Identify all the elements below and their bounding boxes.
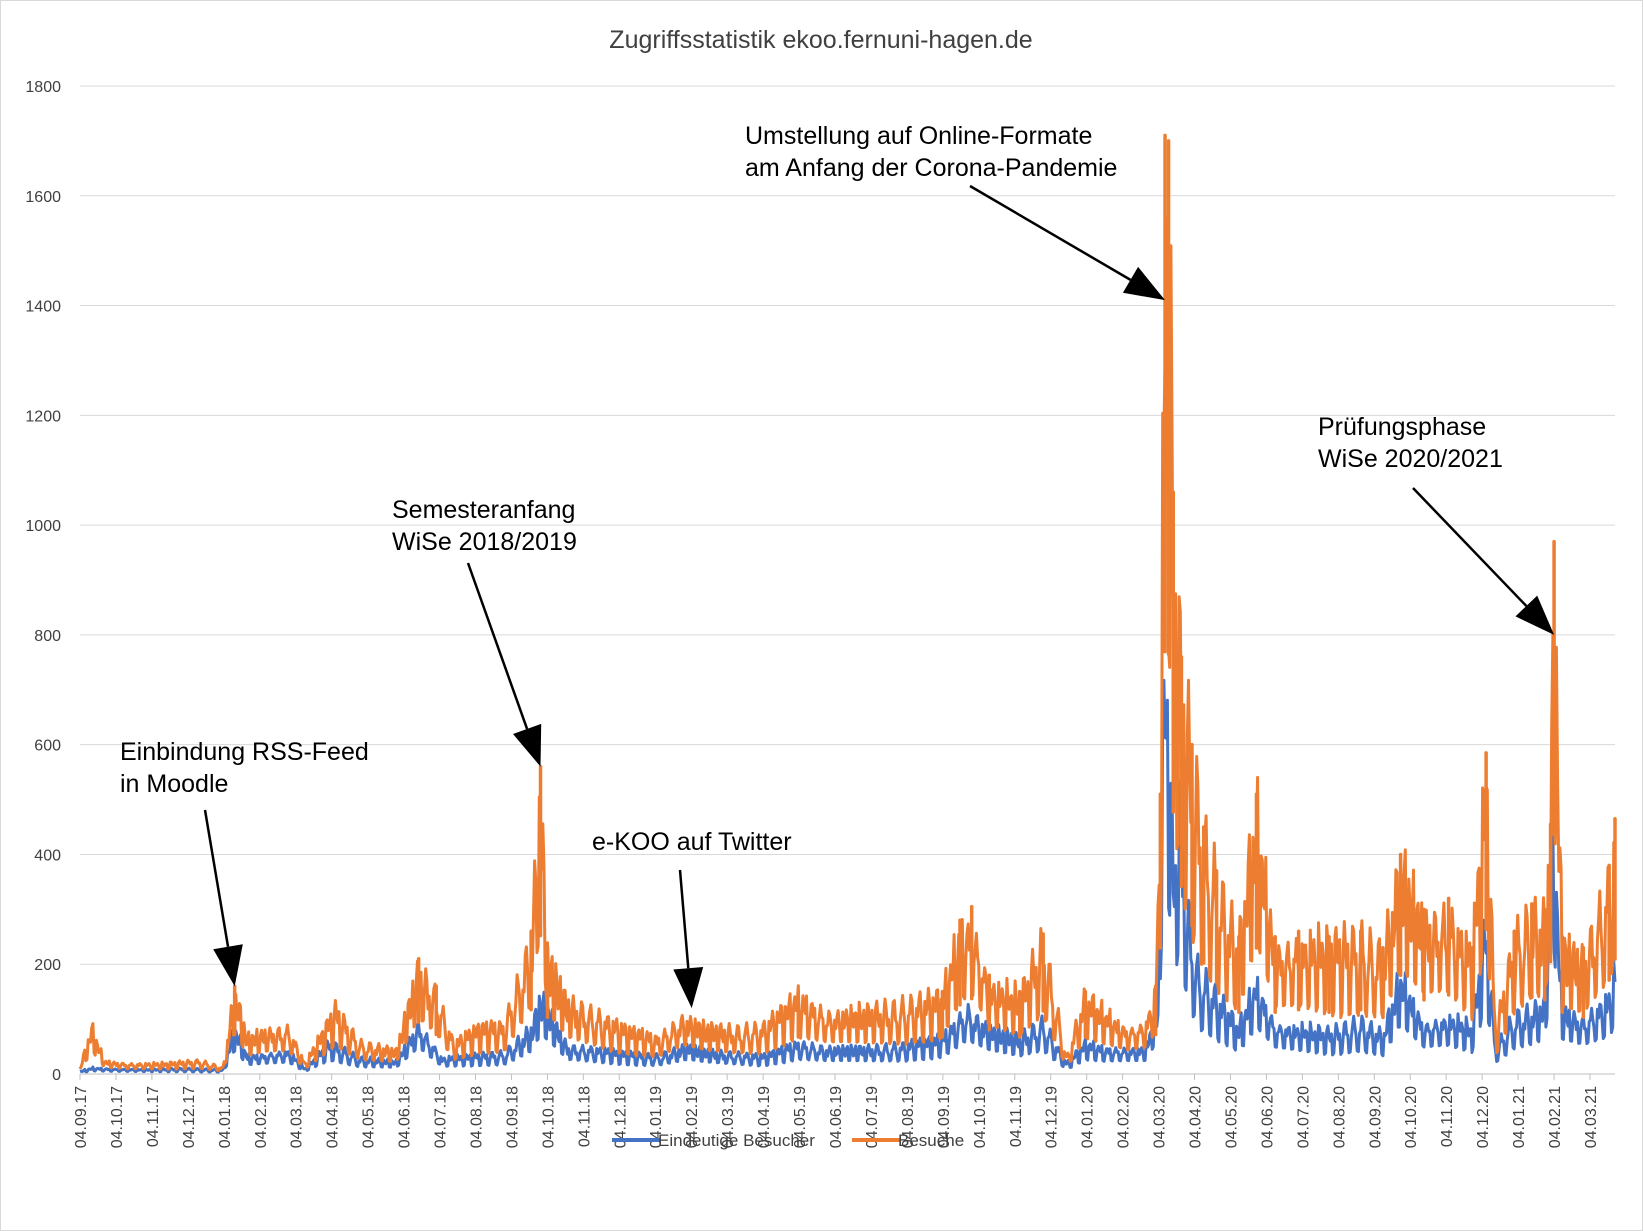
legend-label: Besuche bbox=[898, 1131, 964, 1150]
x-tick-label: 04.07.20 bbox=[1295, 1086, 1312, 1148]
x-tick-label: 04.12.17 bbox=[181, 1086, 198, 1148]
annotation-arrow-shaft bbox=[969, 184, 1132, 281]
x-tick-label: 04.08.18 bbox=[468, 1086, 485, 1148]
y-tick-label: 1800 bbox=[25, 79, 61, 96]
x-tick-label: 04.03.21 bbox=[1583, 1086, 1600, 1148]
x-tick-label: 04.04.19 bbox=[756, 1086, 773, 1148]
x-tick-label: 04.05.18 bbox=[361, 1086, 378, 1148]
x-tick-label: 04.10.18 bbox=[540, 1086, 557, 1148]
y-tick-label: 400 bbox=[34, 847, 61, 864]
x-tick-label: 04.07.19 bbox=[864, 1086, 881, 1148]
x-axis: 04.09.17 04.10.17 04.11.17 04.12.17 04.01.18… bbox=[73, 1074, 1600, 1148]
annotation-arrow-shaft bbox=[1412, 487, 1528, 607]
y-tick-label: 1000 bbox=[25, 518, 61, 535]
x-tick-label: 04.11.18 bbox=[576, 1086, 593, 1147]
x-tick-label: 04.11.17 bbox=[145, 1086, 162, 1147]
x-tick-label: 04.08.20 bbox=[1331, 1086, 1348, 1148]
x-tick-label: 04.05.19 bbox=[792, 1086, 809, 1148]
x-tick-label: 04.06.19 bbox=[828, 1086, 845, 1148]
x-tick-label: 04.11.19 bbox=[1008, 1086, 1025, 1147]
series-line bbox=[78, 216, 1617, 1072]
x-tick-label: 04.03.18 bbox=[289, 1086, 306, 1148]
y-axis: 0 200 400 600 800 1000 1200 1400 1600 1800 bbox=[25, 79, 61, 1084]
x-tick-label: 04.01.19 bbox=[648, 1086, 665, 1148]
x-tick-label: 04.03.20 bbox=[1152, 1086, 1169, 1148]
x-tick-label: 04.10.19 bbox=[972, 1086, 989, 1148]
annotations: Einbindung RSS-Feed in Moodle Semesteranfa… bbox=[120, 122, 1555, 1009]
x-tick-label: 04.01.18 bbox=[217, 1086, 234, 1148]
x-tick-label: 04.09.20 bbox=[1367, 1086, 1384, 1148]
x-tick-label: 04.07.18 bbox=[433, 1086, 450, 1148]
annotation-arrow-head bbox=[513, 723, 542, 767]
annotation-text: am Anfang der Corona-Pandemie bbox=[745, 154, 1117, 182]
annotation-arrow-head bbox=[213, 944, 243, 987]
x-tick-label: 04.01.21 bbox=[1511, 1086, 1528, 1148]
annotation-text: e-KOO auf Twitter bbox=[592, 828, 792, 856]
annotation-text: WiSe 2018/2019 bbox=[392, 528, 577, 556]
x-tick-label: 04.03.19 bbox=[720, 1086, 737, 1148]
annotation-text: Semesteranfang bbox=[392, 496, 575, 524]
series-line bbox=[79, 678, 1617, 1074]
series-group bbox=[78, 133, 1617, 1074]
y-tick-label: 800 bbox=[34, 628, 61, 645]
annotation-arrow-head bbox=[1122, 266, 1165, 301]
annotation-text: in Moodle bbox=[120, 770, 228, 798]
annotation-arrow-shaft bbox=[203, 809, 230, 947]
y-tick-label: 1400 bbox=[25, 299, 61, 316]
gridlines bbox=[80, 85, 1615, 1075]
y-tick-label: 1600 bbox=[25, 189, 61, 206]
legend-label: Eindeutige Besucher bbox=[658, 1131, 815, 1150]
y-tick-label: 0 bbox=[52, 1067, 61, 1084]
y-tick-label: 200 bbox=[34, 957, 61, 974]
x-tick-label: 04.02.19 bbox=[684, 1086, 701, 1148]
x-tick-label: 04.08.19 bbox=[900, 1086, 917, 1148]
x-tick-label: 04.12.20 bbox=[1475, 1086, 1492, 1148]
x-tick-label: 04.06.20 bbox=[1259, 1086, 1276, 1148]
x-tick-label: 04.02.18 bbox=[253, 1086, 270, 1148]
x-tick-label: 04.04.20 bbox=[1188, 1086, 1205, 1148]
annotation-text: Prüfungsphase bbox=[1318, 413, 1486, 441]
annotation-text: Einbindung RSS-Feed bbox=[120, 738, 369, 766]
x-tick-label: 04.09.19 bbox=[936, 1086, 953, 1148]
x-tick-label: 04.01.20 bbox=[1080, 1086, 1097, 1148]
annotation-arrow-shaft bbox=[678, 869, 690, 969]
annotation-arrow-head bbox=[1515, 595, 1555, 635]
x-tick-label: 04.10.17 bbox=[109, 1086, 126, 1148]
x-tick-label: 04.11.20 bbox=[1439, 1086, 1456, 1147]
x-tick-label: 04.06.18 bbox=[397, 1086, 414, 1148]
x-tick-label: 04.09.17 bbox=[73, 1086, 90, 1148]
annotation-arrow-head bbox=[673, 967, 704, 1009]
x-tick-label: 04.02.21 bbox=[1547, 1086, 1564, 1148]
x-tick-label: 04.04.18 bbox=[325, 1086, 342, 1148]
x-tick-label: 04.02.20 bbox=[1116, 1086, 1133, 1148]
x-tick-label: 04.12.18 bbox=[612, 1086, 629, 1148]
x-tick-label: 04.09.18 bbox=[504, 1086, 521, 1148]
chart-title: Zugriffsstatistik ekoo.fernuni-hagen.de bbox=[609, 26, 1032, 54]
legend: Eindeutige Besucher Besuche bbox=[612, 1131, 964, 1150]
annotation-text: Umstellung auf Online-Formate bbox=[745, 122, 1092, 150]
annotation-arrow-shaft bbox=[466, 562, 529, 730]
annotation-text: WiSe 2020/2021 bbox=[1318, 445, 1503, 473]
y-tick-label: 1200 bbox=[25, 408, 61, 425]
y-tick-label: 600 bbox=[34, 738, 61, 755]
x-tick-label: 04.10.20 bbox=[1403, 1086, 1420, 1148]
x-tick-label: 04.12.19 bbox=[1044, 1086, 1061, 1148]
x-tick-label: 04.05.20 bbox=[1223, 1086, 1240, 1148]
